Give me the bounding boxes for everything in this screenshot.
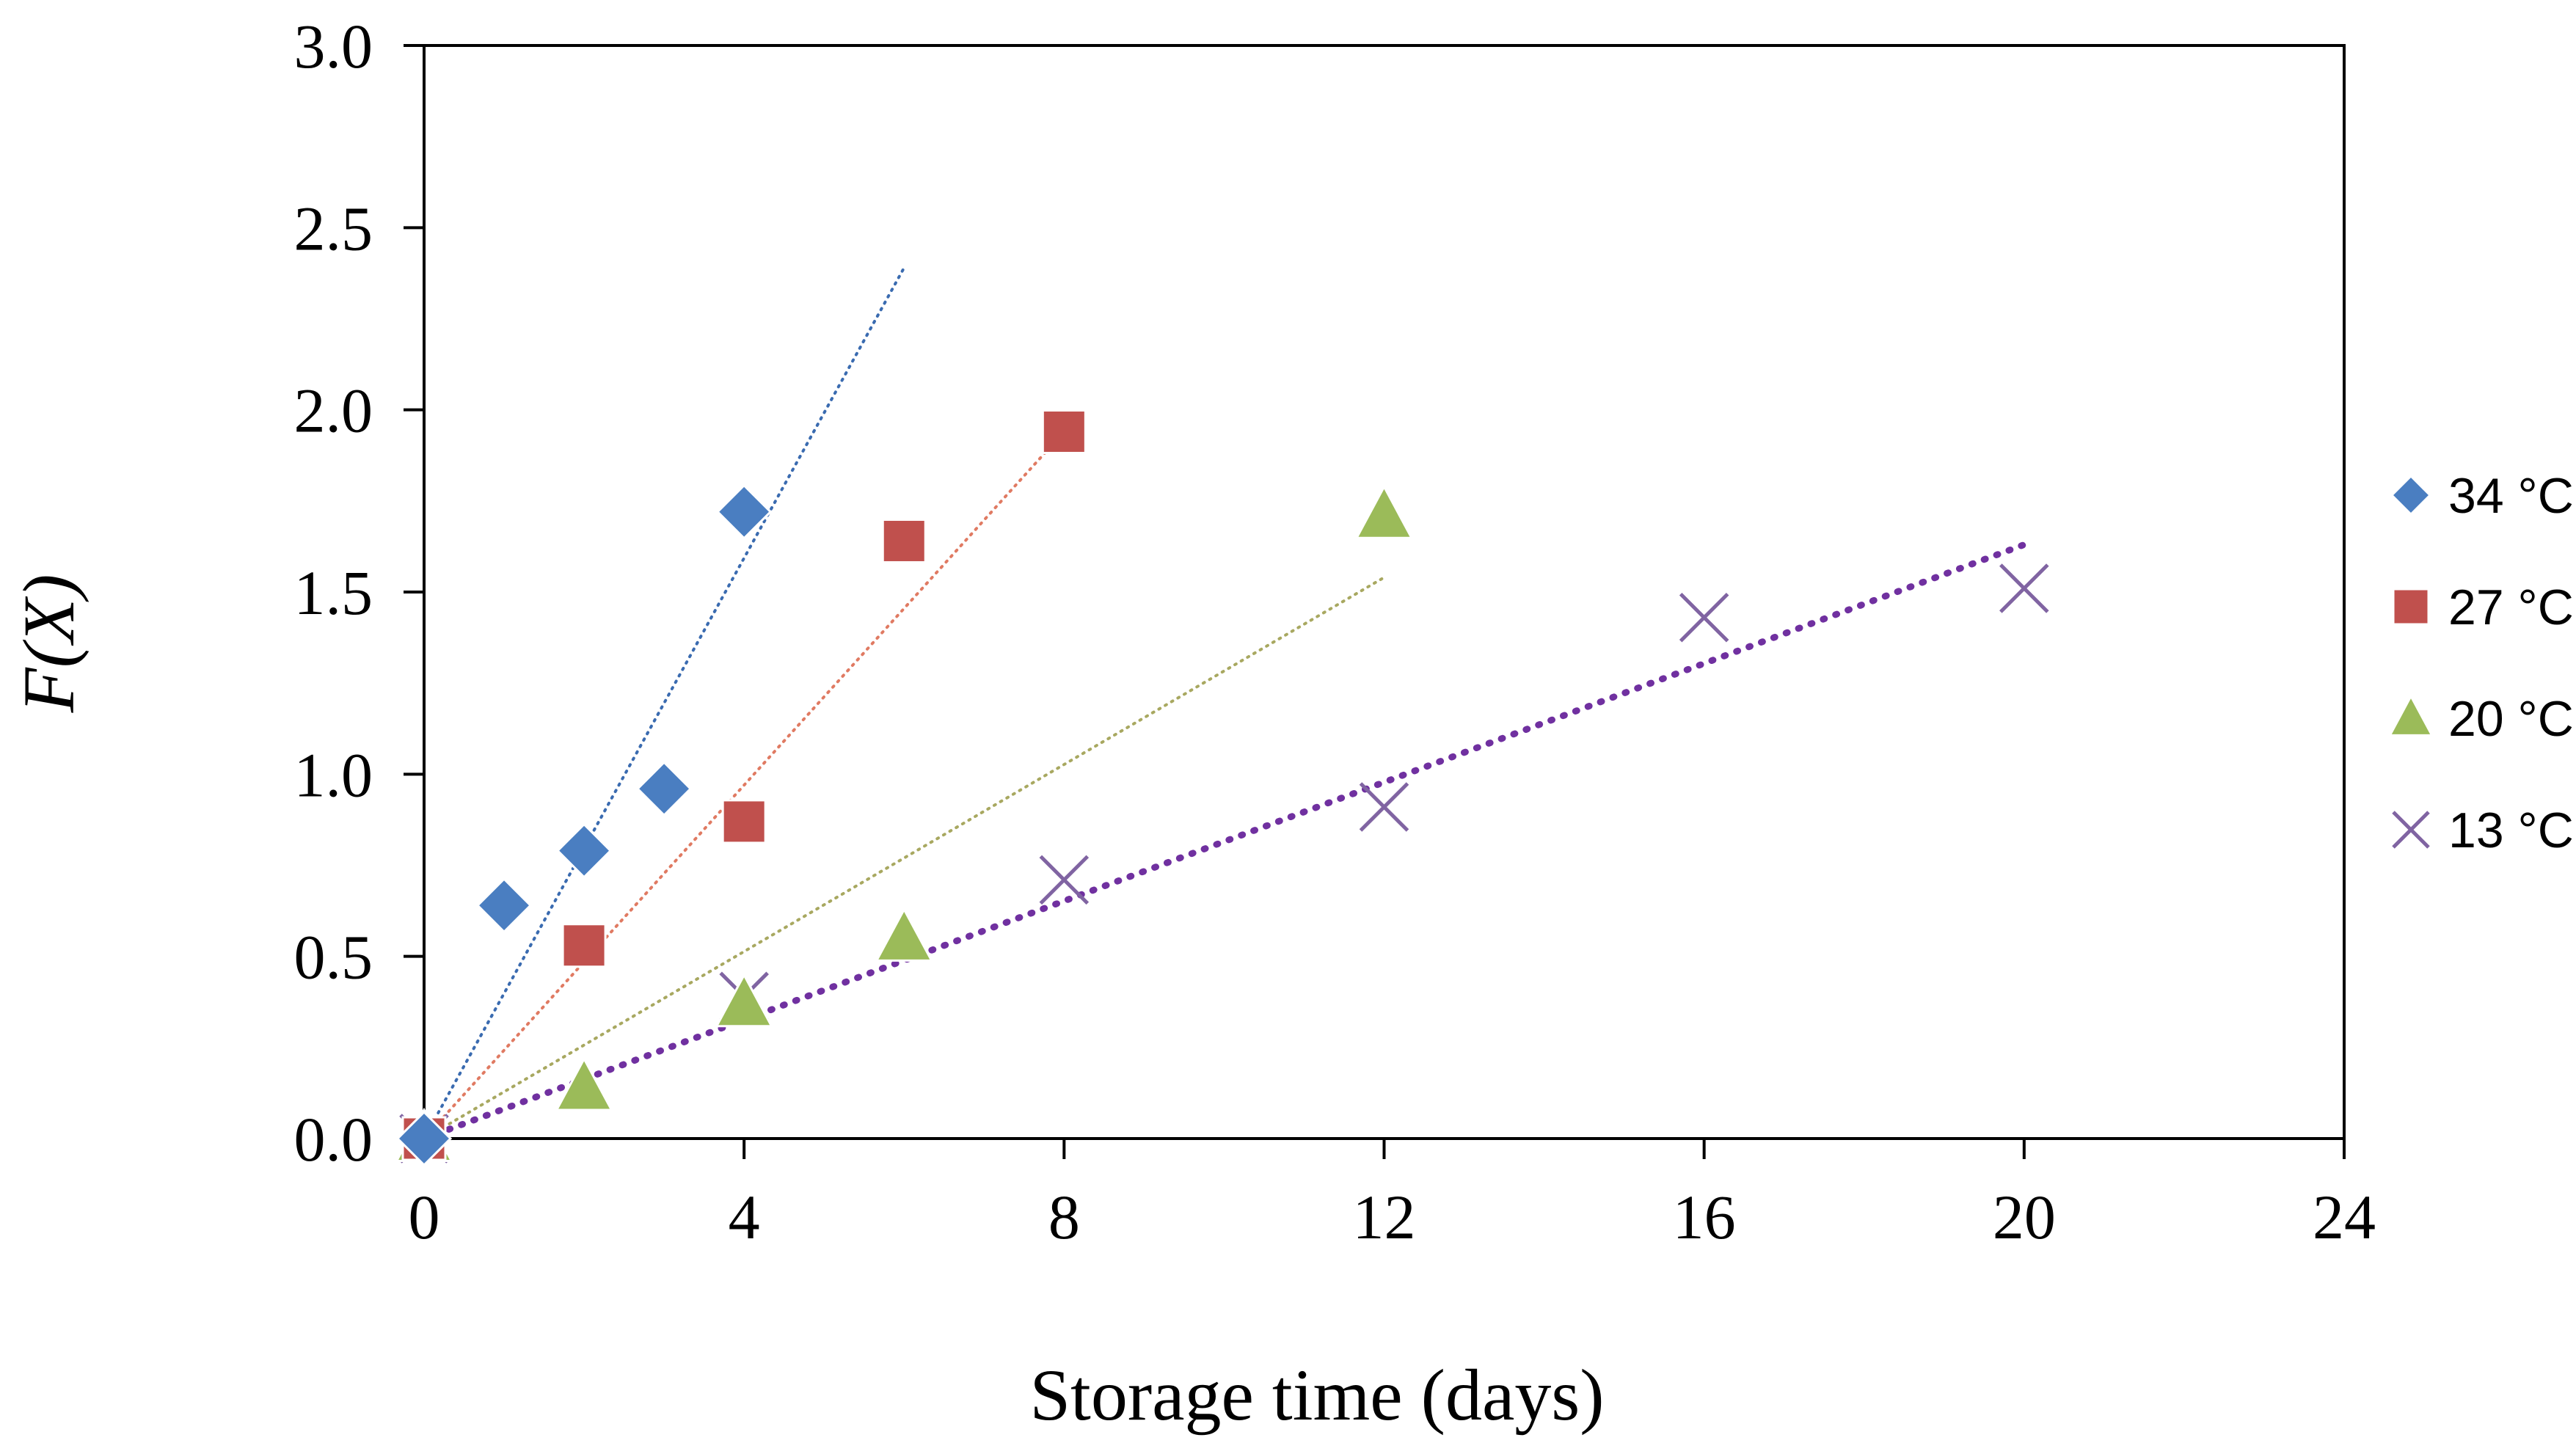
legend-marker	[2390, 474, 2432, 516]
data-point-diamond	[716, 483, 773, 540]
trendline-13-C	[420, 541, 2028, 1142]
data-point-square	[881, 518, 927, 563]
legend-label: 27 °C	[2448, 580, 2574, 635]
data-points	[395, 409, 2049, 1167]
y-axis-ticks: 0.0 0.5 1.0 1.5 2.0 2.5 3.0	[294, 11, 424, 1175]
legend-marker	[2392, 811, 2430, 849]
legend-label: 13 °C	[2448, 803, 2574, 858]
legend-marker	[2392, 588, 2430, 626]
legend-label: 34 °C	[2448, 468, 2574, 524]
data-point-square	[721, 799, 767, 844]
x-tick-label: 0	[409, 1182, 440, 1252]
data-point-diamond	[475, 877, 533, 934]
trendlines	[420, 266, 2028, 1142]
trendline-27-C	[423, 430, 1066, 1140]
data-point-diamond	[636, 761, 693, 817]
y-tick-label: 0.5	[294, 922, 373, 993]
trendline-34-C	[423, 266, 906, 1140]
x-tick-label: 20	[1993, 1182, 2056, 1252]
x-tick-label: 24	[2313, 1182, 2376, 1252]
y-tick-label: 3.0	[294, 11, 373, 81]
y-tick-label: 0.0	[294, 1104, 373, 1175]
x-axis-ticks: 0 4 8 12 16 20 24	[409, 1139, 2376, 1252]
data-point-x	[1039, 855, 1090, 905]
data-point-diamond	[555, 822, 613, 879]
legend: 34 °C 27 °C 20 °C 13 °C	[2387, 468, 2574, 858]
data-point-square	[561, 923, 607, 968]
data-point-triangle	[555, 1056, 613, 1111]
data-point-diamond	[395, 1110, 453, 1167]
data-point-square	[1041, 409, 1087, 454]
y-tick-label: 1.5	[294, 558, 373, 628]
x-tick-label: 4	[729, 1182, 760, 1252]
x-axis-title: Storage time (days)	[1029, 1354, 1604, 1436]
x-tick-label: 8	[1048, 1182, 1080, 1252]
trendline-20-C	[423, 576, 1386, 1140]
data-point-x	[1359, 782, 1409, 832]
x-tick-label: 12	[1353, 1182, 1416, 1252]
y-tick-label: 1.0	[294, 739, 373, 810]
legend-label: 20 °C	[2448, 691, 2574, 747]
legend-marker	[2387, 693, 2434, 737]
data-point-x	[1679, 592, 1729, 643]
data-point-triangle	[715, 972, 774, 1028]
data-point-triangle	[875, 907, 934, 962]
data-point-triangle	[1354, 484, 1414, 539]
x-tick-label: 16	[1673, 1182, 1736, 1252]
y-axis-title: F(X)	[8, 574, 90, 714]
data-point-x	[1999, 563, 2049, 613]
y-tick-label: 2.0	[294, 376, 373, 446]
y-tick-label: 2.5	[294, 193, 373, 263]
plot-area	[423, 44, 2346, 1140]
